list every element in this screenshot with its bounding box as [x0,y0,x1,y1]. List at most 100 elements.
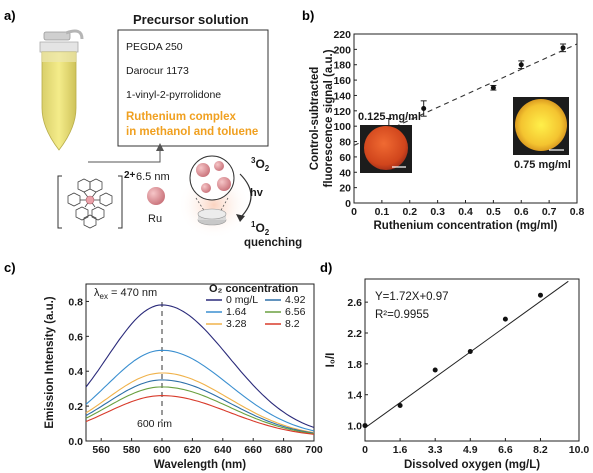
x-axis-label: Dissolved oxygen (mg/L) [404,459,540,471]
y-tick-label: 0.8 [68,296,83,308]
y-tick-label: 1.8 [347,359,362,371]
x-tick-label: 0.5 [486,206,501,218]
x-tick-label: 0.3 [430,206,445,218]
precursor-item-2: Darocur 1173 [126,65,189,77]
x-tick-label: 0.1 [375,206,390,218]
fit-equation: Y=1.72X+0.97 [375,291,449,303]
emission-curve [85,304,315,429]
inset-low-label: 0.125 mg/ml [358,111,421,123]
data-point [421,106,427,112]
y-tick-label: 0 [345,198,351,210]
x-tick-label: 6.6 [498,444,513,456]
inset-low-disk [364,126,408,170]
x-tick-label: 4.9 [463,444,478,456]
y-axis-label: Emission Intensity (a.u.) [44,296,56,428]
y-tick-label: 140 [333,90,351,102]
y-tick-label: 40 [339,167,351,179]
hydrogel-droplet-icon [178,155,250,239]
x-tick-label: 700 [305,444,323,456]
chart-d: 0 1.6 3.3 4.9 6.6 8.2 10.0 1.0 1.4 1.8 2.2 2.6 Disso… [325,278,590,471]
x-tick-label: 640 [214,444,232,456]
y-tick-label: 160 [333,75,351,87]
y-tick-label: 20 [339,183,351,195]
x-tick-label: 660 [244,444,262,456]
legend-entry: 0 mg/L [226,294,258,306]
x-tick-label: 0 [362,444,368,456]
emission-curve [85,379,315,434]
x-tick-label: 0.6 [514,206,529,218]
x-tick-label: 0.2 [402,206,417,218]
x-tick-label: 0.4 [458,206,473,218]
data-point [518,62,524,68]
data-point [467,349,473,355]
data-point [397,403,403,409]
y-tick-label: 1.4 [347,390,362,402]
ru-particle-icon [147,187,165,205]
plot-frame [85,283,315,442]
singlet-oxygen-label: 1O2 [251,220,270,237]
y-tick-label: 100 [333,121,351,133]
emission-curve [85,372,315,434]
x-tick-label: 560 [92,444,110,456]
x-tick-label: 10.0 [569,444,590,456]
emission-curve [85,386,315,435]
y-tick-label: 180 [333,60,351,72]
lambda-ex-label: λex = 470 nm [94,287,157,301]
panel-c-label: c) [4,260,16,275]
x-axis-label: Wavelength (nm) [154,459,246,471]
data-point [502,316,508,322]
inset-high-label: 0.75 mg/ml [514,159,571,171]
data-point [362,423,368,429]
x-tick-label: 580 [123,444,141,456]
x-tick-label: 600 [153,444,171,456]
data-point [560,45,566,51]
panel-a-label: a) [4,8,16,23]
y-tick-label: 0.6 [68,331,83,343]
panel-d: d) 0 1.6 3.3 4.9 6.6 8.2 10.0 1.0 1.4 1.8 2.2 2.6 Di… [320,260,589,471]
y-tick-label: 0.4 [68,366,83,378]
emission-curve [85,349,315,432]
size-label: 6.5 nm [136,171,170,183]
y-tick-label: 0.0 [68,436,83,448]
data-point [537,292,543,298]
ru-label: Ru [148,213,162,225]
data-point [490,85,496,91]
y-axis-label: Control-subtracted fluorescence signal (a… [309,49,335,187]
y-tick-label: 80 [339,137,351,149]
legend-title: O₂ concentration [209,283,299,295]
precursor-box [117,29,269,147]
triplet-oxygen-label: 3O2 [251,156,270,173]
y-tick-label: 60 [339,152,351,164]
x-tick-label: 0 [351,206,357,218]
y-tick-label: 200 [333,44,351,56]
chart-b: 0 0.1 0.2 0.3 0.4 0.5 0.6 0.7 0.8020406080100120… [309,29,584,232]
x-axis-label: Ruthenium concentration (mg/ml) [374,220,558,232]
peak-wavelength-label: 600 nm [137,418,172,430]
panel-b: b) 0 0.1 0.2 0.3 0.4 0.5 0.6 0.7 0.8020406080100… [302,8,584,232]
chart-c: 560 580 600 620 640 660 680 700 0.0 0.2 0.4 0.6 0.8 0… [44,283,323,471]
plot-frame [364,278,580,442]
ruthenium-complex-icon [57,175,123,229]
x-tick-label: 8.2 [533,444,548,456]
legend-entry: 1.64 [226,306,247,318]
x-tick-label: 1.6 [393,444,408,456]
y-tick-label: 1.0 [347,421,362,433]
inset-high-disk [515,99,567,151]
precursor-item-1: PEGDA 250 [126,41,183,53]
panel-a: a) Precursor solution PEGDA 250 Darocur … [4,8,302,249]
y-tick-label: 0.2 [68,401,83,413]
panel-c: c) 560 580 600 620 640 660 680 700 0.0 0.2 0.4 0.6 0… [4,260,323,471]
x-tick-label: 0.8 [570,206,585,218]
y-tick-label: 120 [333,106,351,118]
y-tick-label: 2.6 [347,297,362,309]
legend-entry: 3.28 [226,318,247,330]
legend-entry: 8.2 [285,318,300,330]
y-axis-label: I₀/I [325,353,337,368]
legend-entry: 4.92 [285,294,306,306]
precursor-title: Precursor solution [133,12,249,27]
x-tick-label: 0.7 [542,206,557,218]
data-point [432,367,438,373]
precursor-item-3: 1-vinyl-2-pyrrolidone [126,89,221,101]
charge-label: 2+ [124,170,136,181]
